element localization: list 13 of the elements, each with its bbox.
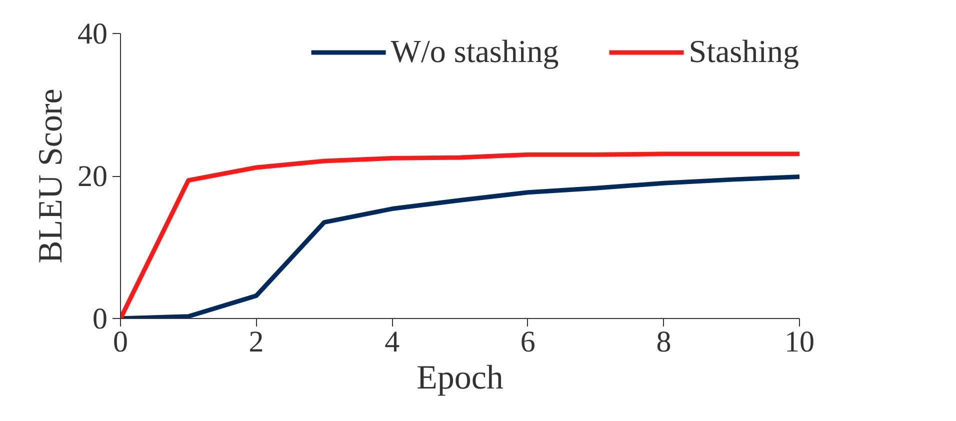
legend-label: W/o stashing xyxy=(390,33,559,70)
x-tick-label: 2 xyxy=(248,326,264,358)
x-tick-label: 10 xyxy=(784,326,814,358)
x-axis-title: Epoch xyxy=(416,360,504,396)
legend-label: Stashing xyxy=(688,33,799,70)
x-tick-label: 4 xyxy=(384,326,400,358)
x-tick-label: 6 xyxy=(520,326,536,358)
y-tick-label: 40 xyxy=(78,18,108,50)
y-axis-title: BLEU Score xyxy=(32,88,70,264)
y-tick-label: 0 xyxy=(92,302,108,336)
y-tick-label: 20 xyxy=(78,160,108,193)
x-tick-label: 8 xyxy=(656,326,672,358)
x-tick-label: 0 xyxy=(113,326,128,358)
